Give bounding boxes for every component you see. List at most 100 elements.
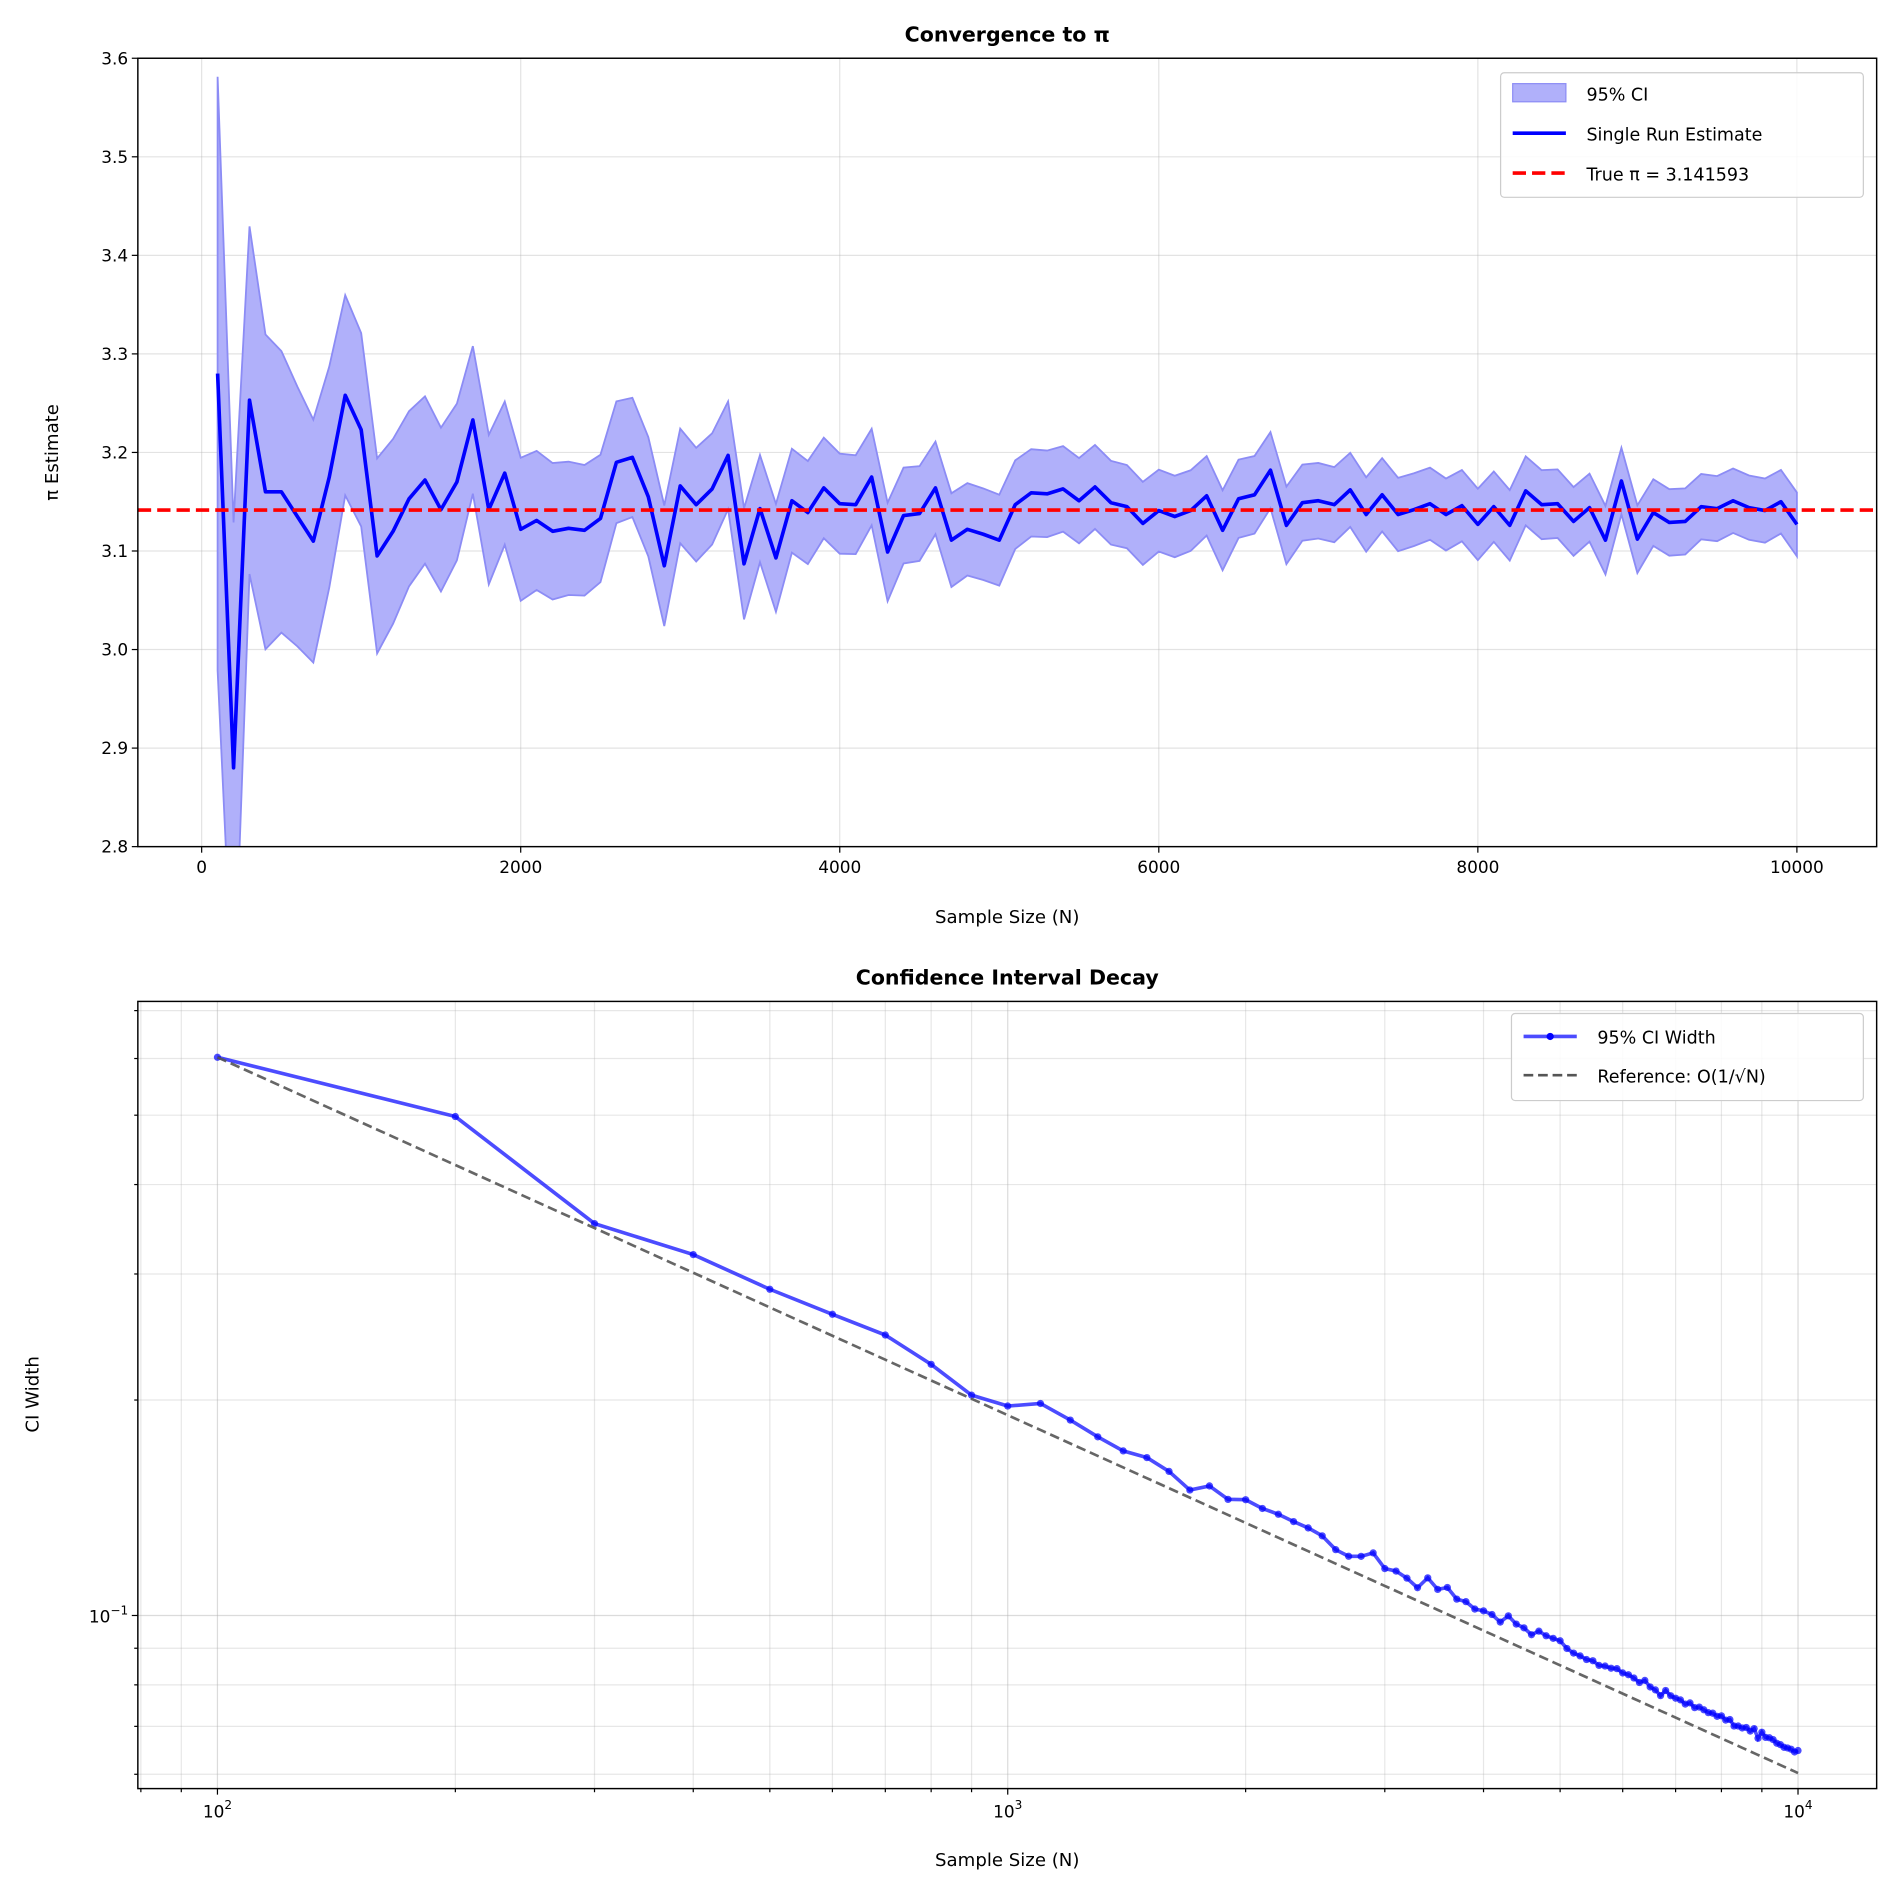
axes-frame <box>137 57 1878 848</box>
estimate-line <box>215 373 1799 770</box>
ci-width-point <box>1794 1746 1802 1755</box>
legend-ci-swatch <box>1512 83 1567 103</box>
legend-ci-width-marker <box>1546 1032 1554 1041</box>
ci-width-point <box>1413 1584 1422 1592</box>
ci-width-point <box>1242 1496 1250 1504</box>
x-tick-label: 4000 <box>818 857 861 877</box>
chart2-xlabel: Sample Size (N) <box>935 1850 1079 1871</box>
x-tick-label: 10000 <box>1770 857 1824 877</box>
ci-width-point <box>1496 1618 1504 1626</box>
ci-width-point <box>828 1310 837 1318</box>
y-tick-label: 3.6 <box>101 48 128 68</box>
ci-width-point <box>451 1112 459 1121</box>
ci-width-point <box>1403 1574 1411 1582</box>
ci-width-point <box>1004 1402 1012 1410</box>
ci-width-point <box>1224 1495 1232 1504</box>
ci-width-point <box>1595 1661 1603 1670</box>
ci-width-point <box>1488 1610 1496 1619</box>
legend-box <box>1510 1012 1864 1102</box>
ci-width-point <box>1357 1552 1365 1560</box>
legend-label: 95% CI Width <box>1597 1029 1715 1049</box>
chart2-ylabel: CI Width <box>23 1356 44 1432</box>
legend: 95% CI Single Run Estimate True π = 3.1415… <box>1499 72 1864 198</box>
ci-width-point <box>1520 1624 1528 1632</box>
y-tick-label: 3.5 <box>101 147 128 167</box>
ci-width-point <box>1512 1620 1520 1628</box>
legend-label: Single Run Estimate <box>1586 125 1762 145</box>
ci-width-point <box>1556 1637 1564 1645</box>
ci-width-point <box>1676 1696 1685 1704</box>
ci-width-point <box>1119 1447 1127 1455</box>
ci-width-point <box>1607 1664 1615 1672</box>
ci-width-point <box>1750 1724 1758 1733</box>
ci-width-point <box>1569 1649 1578 1657</box>
x-tick-label: 102 <box>203 1798 232 1821</box>
ci-width-point <box>1613 1665 1621 1673</box>
ci-width-point <box>1758 1728 1766 1736</box>
chart1-xlabel: Sample Size (N) <box>935 907 1079 928</box>
ci-width-point <box>1656 1692 1665 1700</box>
x-tick-base: 10 <box>203 1802 225 1822</box>
ci-width-point <box>1274 1510 1282 1518</box>
ci-width-point <box>1549 1634 1557 1642</box>
ci-width-point <box>927 1360 935 1368</box>
chart1-ylabel: π Estimate <box>42 404 63 501</box>
ci-width-point <box>1165 1467 1173 1476</box>
ci-width-point <box>1662 1686 1670 1695</box>
ci-width-point <box>881 1331 889 1339</box>
y-tick-label: 2.9 <box>101 738 128 758</box>
ci-width-point <box>1258 1504 1267 1513</box>
x-tick-exponent: 2 <box>224 1798 232 1812</box>
ci-width-point <box>1479 1607 1488 1615</box>
ci-width-point <box>1289 1517 1298 1526</box>
ci-band <box>216 76 1798 847</box>
x-tick-label: 2000 <box>499 857 542 877</box>
x-tick-exponent: 4 <box>1805 1798 1813 1812</box>
ci-width-point <box>1036 1399 1045 1408</box>
ci-width-point <box>1186 1486 1194 1494</box>
x-tick-exponent: 3 <box>1015 1798 1023 1812</box>
legend: 95% CI Width Reference: O(1/√N) <box>1510 1012 1864 1102</box>
ci-width-point <box>1624 1671 1632 1679</box>
ci-width-point <box>1686 1699 1694 1707</box>
y-tick-label: 3.1 <box>101 541 128 561</box>
y-tick-base: 10 <box>89 1607 111 1627</box>
x-tick-label: 6000 <box>1137 857 1180 877</box>
ci-width-point <box>1535 1627 1543 1635</box>
y-tick-label: 3.0 <box>101 640 128 660</box>
ci-width-point <box>590 1219 599 1228</box>
chart2-title: Confidence Interval Decay <box>856 965 1160 989</box>
ci-width-point <box>1318 1532 1326 1540</box>
ci-width-point <box>1582 1655 1591 1664</box>
ci-width-point <box>1381 1564 1389 1573</box>
ci-width-point <box>967 1391 976 1399</box>
ci-width-point <box>1589 1657 1597 1665</box>
ci-width-point <box>1332 1546 1340 1554</box>
x-tick-base: 10 <box>1783 1802 1805 1822</box>
legend-box <box>1499 72 1864 198</box>
convergence-chart: 0 2000 4000 6000 8000 10000 2.8 2.9 3.0 3.1 3.2 3.3… <box>101 48 1878 877</box>
y-tick-label: 3.2 <box>101 442 128 462</box>
ci-width-point <box>1369 1549 1377 1557</box>
ci-width-point <box>766 1285 774 1293</box>
axes-frame <box>137 1000 1878 1790</box>
ci-width-point <box>1345 1552 1353 1560</box>
legend-label: True π = 3.141593 <box>1585 165 1749 185</box>
ci-width-point <box>1619 1669 1627 1677</box>
x-tick-base: 10 <box>993 1802 1015 1822</box>
ci-width-point <box>1392 1567 1400 1575</box>
chart1-title: Convergence to π <box>905 22 1110 46</box>
ci-width-point <box>1563 1644 1571 1653</box>
ci-width-point <box>1143 1453 1151 1462</box>
x-tick-label: 8000 <box>1456 857 1499 877</box>
x-tick-label: 103 <box>993 1798 1022 1821</box>
ci-width-point <box>1094 1433 1102 1441</box>
ci-width-point <box>1462 1598 1470 1606</box>
ci-width-point <box>1424 1574 1432 1582</box>
ci-width-point <box>1527 1631 1536 1639</box>
ci-width-point <box>1066 1416 1074 1424</box>
ci-width-point <box>1754 1734 1762 1742</box>
y-tick-exponent: −1 <box>110 1603 128 1617</box>
y-tick-label: 10−1 <box>89 1603 128 1626</box>
